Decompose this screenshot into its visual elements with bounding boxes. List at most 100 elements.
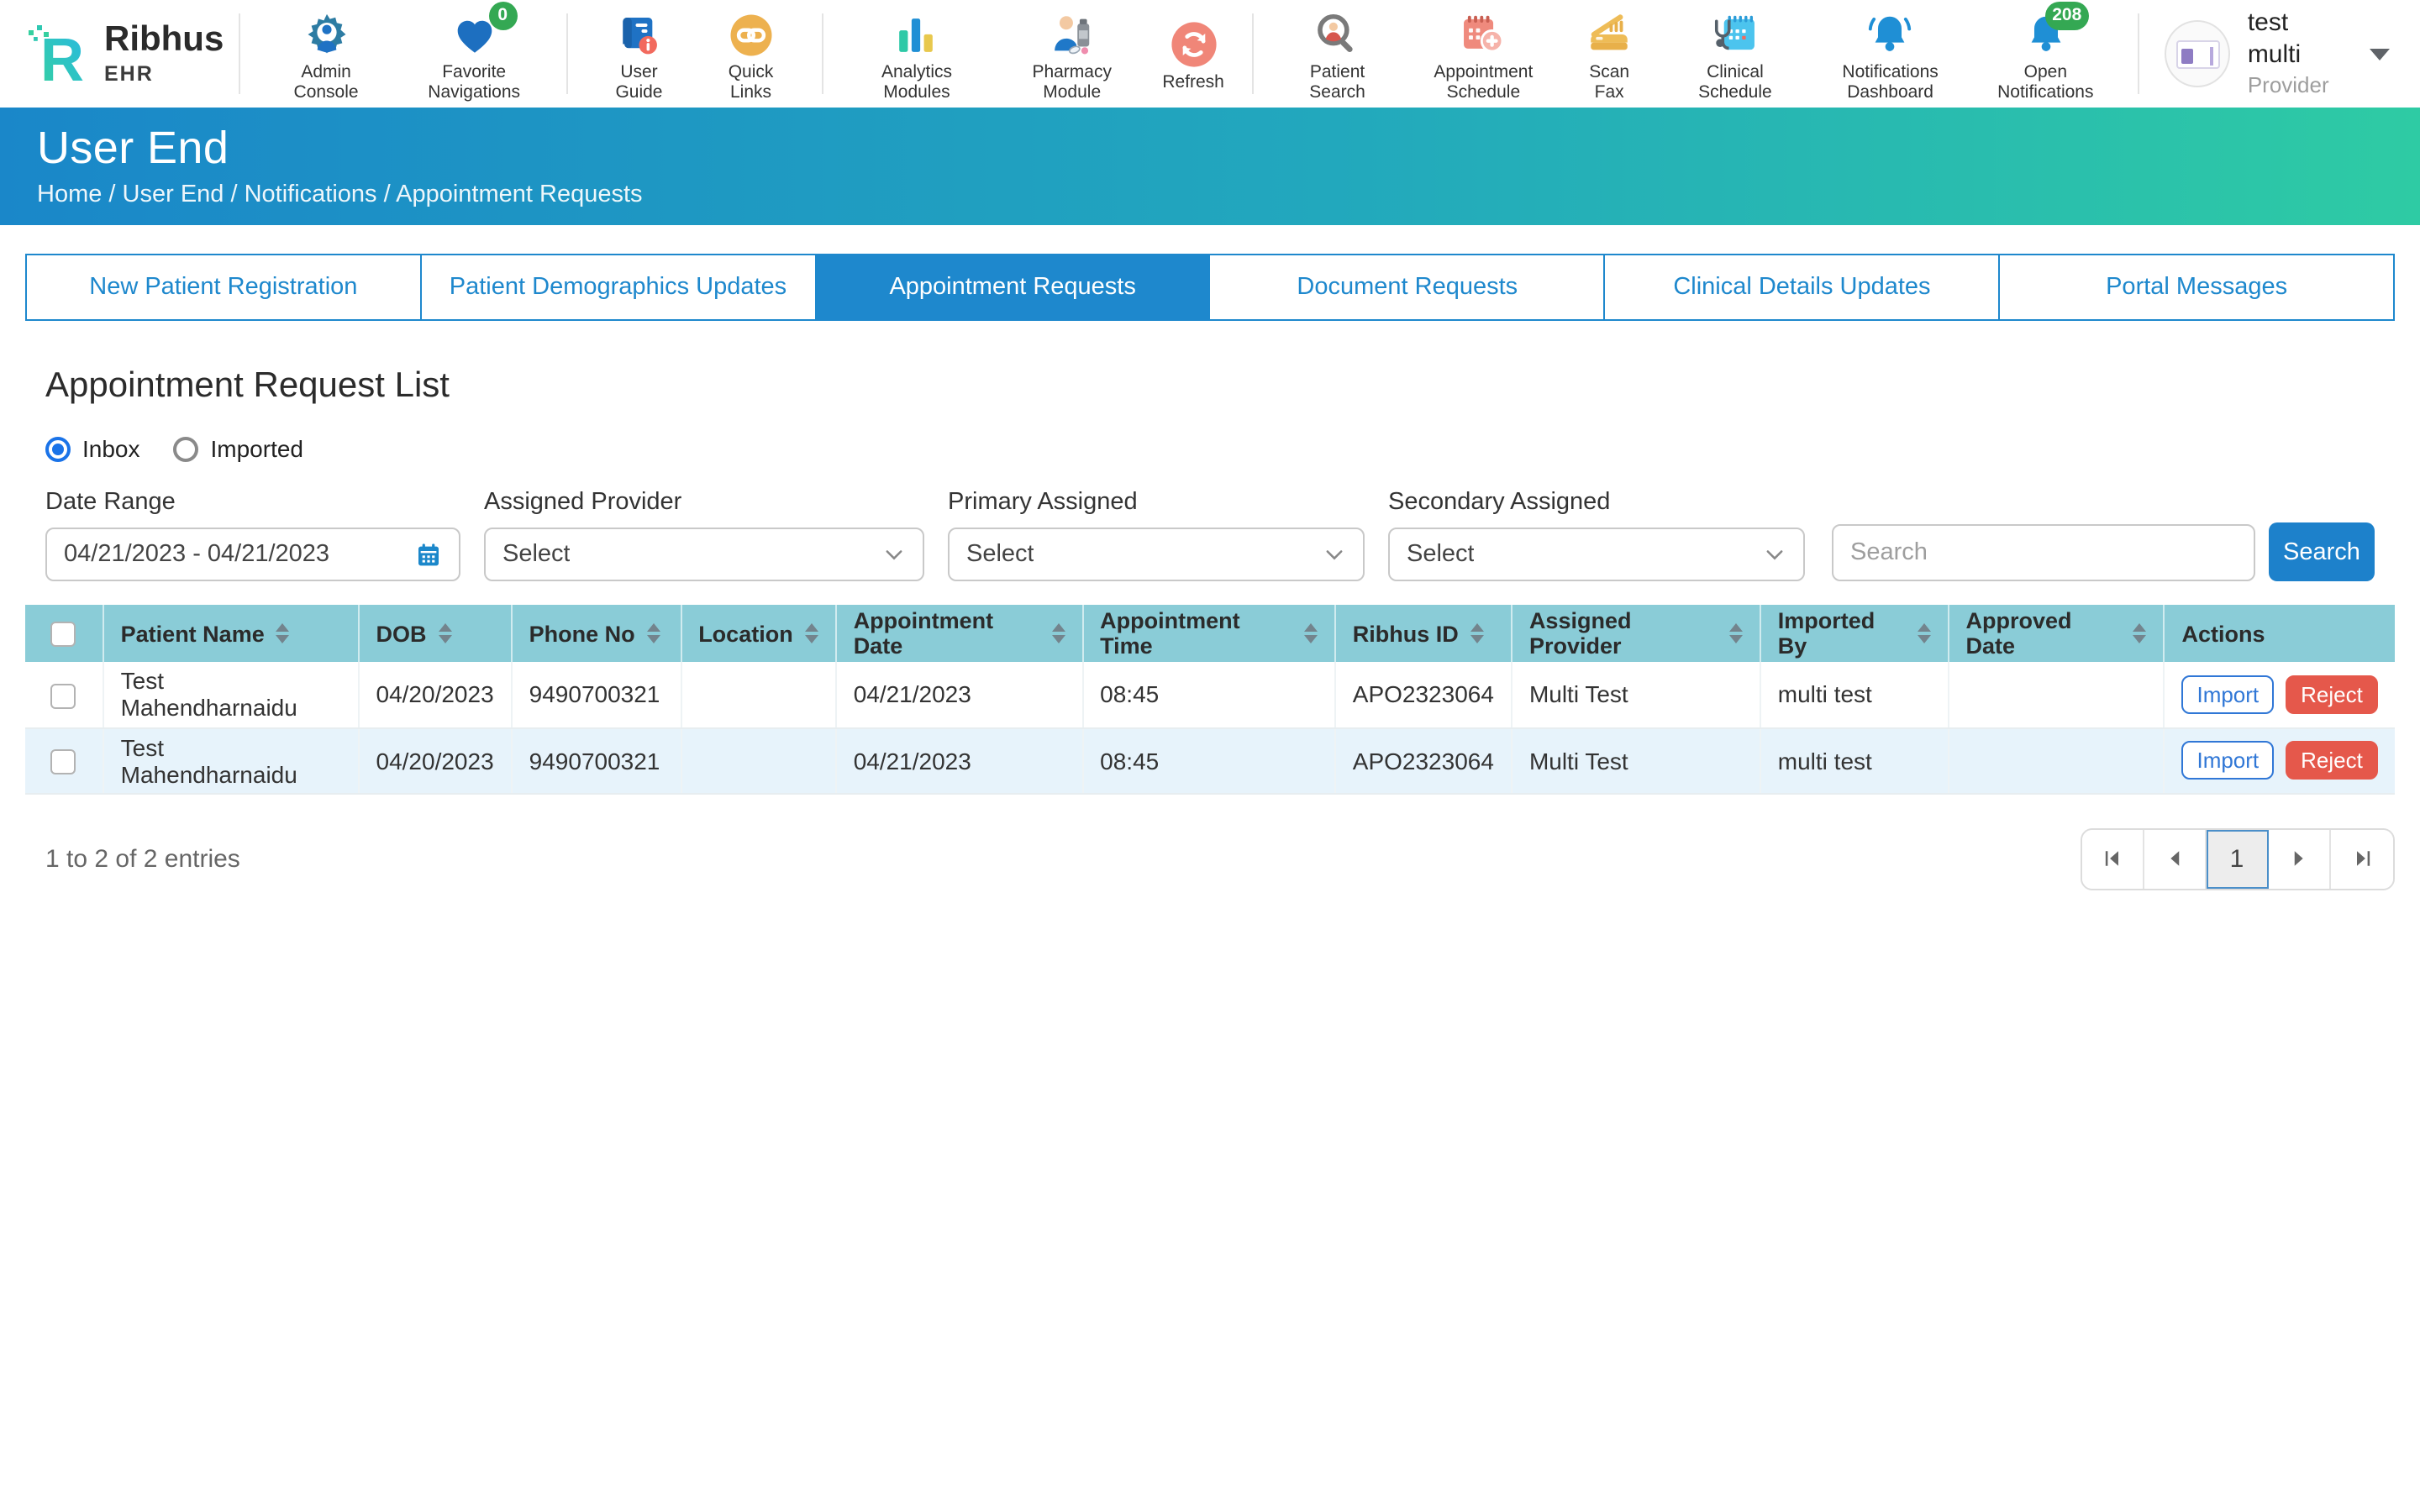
brand-logo[interactable]: R Ribhus EHR [24,18,224,89]
primary-assigned-value: Select [966,541,1034,568]
import-button[interactable]: Import [2181,675,2275,714]
radio-inbox-label: Inbox [82,435,140,462]
sort-icon[interactable] [1917,623,1931,643]
sort-icon[interactable] [2133,623,2147,643]
brand-name: Ribhus [104,20,224,59]
col-appointment-time[interactable]: Appointment Time [1082,605,1336,662]
chevron-down-icon [886,550,902,560]
date-range-input[interactable]: 04/21/2023 - 04/21/2023 [45,528,460,581]
nav-appointment-schedule[interactable]: Appointment Schedule [1406,4,1561,103]
tab-appointment-requests[interactable]: Appointment Requests [814,254,1211,321]
nav-notifications-dashboard[interactable]: Notifications Dashboard [1812,4,1968,103]
assigned-provider-select[interactable]: Select [484,528,924,581]
chevron-down-icon [1766,550,1783,560]
divider [566,13,569,94]
nav-admin-console[interactable]: Admin Console [255,4,396,103]
filter-date-range: Date Range 04/21/2023 - 04/21/2023 [45,489,460,581]
nav-patient-search[interactable]: Patient Search [1269,4,1406,103]
tab-clinical-details-updates[interactable]: Clinical Details Updates [1603,254,2001,321]
col-location[interactable]: Location [681,605,837,662]
nav-label: Refresh [1162,71,1224,92]
tab-patient-demographics-updates[interactable]: Patient Demographics Updates [419,254,817,321]
nav-right-group: Refresh [1150,15,1237,93]
radio-inbox[interactable]: Inbox [45,435,140,462]
nav-refresh[interactable]: Refresh [1150,15,1237,93]
next-page-button[interactable] [2269,829,2331,888]
appointment-schedule-icon [1459,9,1507,60]
col-dob[interactable]: DOB [358,605,513,662]
row-checkbox[interactable] [50,683,76,709]
notifications-dashboard-icon [1866,9,1915,60]
first-page-button[interactable] [2082,829,2144,888]
sort-icon[interactable] [1470,623,1484,643]
user-menu[interactable]: test multi Provider [2155,8,2400,99]
search-button[interactable]: Search [2269,522,2375,581]
col-appointment-date[interactable]: Appointment Date [835,605,1084,662]
radio-imported[interactable]: Imported [173,435,304,462]
select-all-checkbox[interactable] [50,621,76,647]
reject-button[interactable]: Reject [2286,741,2378,780]
nav-scan-fax[interactable]: Scan Fax [1561,4,1658,103]
page-1-button[interactable]: 1 [2207,829,2269,888]
top-navbar: R Ribhus EHR Admin Console [0,0,2420,108]
nav-analytics-modules[interactable]: Analytics Modules [839,4,995,103]
sort-icon[interactable] [438,623,452,643]
tab-document-requests[interactable]: Document Requests [1208,254,1606,321]
secondary-assigned-select[interactable]: Select [1388,528,1805,581]
import-button[interactable]: Import [2181,741,2275,780]
sort-icon[interactable] [1303,623,1318,643]
cell-location [681,727,837,794]
notifications-count-badge: 208 [2045,1,2089,30]
tab-portal-messages[interactable]: Portal Messages [1998,254,2395,321]
nav-label: Favorite Navigations [428,61,521,102]
nav-left-group: Admin Console 0 Favorite Navigations [255,1,552,103]
nav-favorite-navigations[interactable]: 0 Favorite Navigations [397,1,552,103]
sort-icon[interactable] [276,623,290,643]
row-checkbox[interactable] [50,748,76,774]
divider [2138,13,2140,94]
cell-dob: 04/20/2023 [358,662,513,728]
nav-label: Scan Fax [1589,61,1630,102]
sort-icon[interactable] [1728,623,1743,643]
sort-icon[interactable] [1051,623,1065,643]
secondary-assigned-label: Secondary Assigned [1388,489,1611,516]
user-info: test multi Provider [2248,8,2346,99]
cell-dob: 04/20/2023 [358,727,513,794]
pharmacy-icon [1048,9,1097,60]
calendar-icon [418,543,439,566]
reject-button[interactable]: Reject [2286,675,2378,714]
divider [1252,13,1255,94]
primary-assigned-select[interactable]: Select [948,528,1365,581]
nav-open-notifications[interactable]: 208 Open Notifications [1968,1,2123,103]
nav-label: Pharmacy Module [1032,61,1112,102]
radio-inbox-control[interactable] [45,436,71,461]
sort-icon[interactable] [646,623,660,643]
scan-fax-icon [1585,9,1634,60]
sort-icon[interactable] [804,623,818,643]
nav-clinical-schedule[interactable]: Clinical Schedule [1658,4,1813,103]
chevron-down-icon [1326,550,1343,560]
col-imported-by[interactable]: Imported By [1760,605,1949,662]
nav-label: Analytics Modules [881,61,952,102]
ribhus-logo-icon: R [29,25,84,89]
nav-pharmacy-module[interactable]: Pharmacy Module [994,4,1150,103]
col-ribhus-id[interactable]: Ribhus ID [1334,605,1512,662]
divider [239,13,241,94]
col-phone-no[interactable]: Phone No [511,605,682,662]
previous-page-button[interactable] [2144,829,2207,888]
col-approved-date[interactable]: Approved Date [1948,605,2165,662]
radio-imported-label: Imported [210,435,304,462]
col-assigned-provider[interactable]: Assigned Provider [1511,605,1761,662]
col-patient-name[interactable]: Patient Name [103,605,360,662]
table-header-row: Patient Name DOB Phone No Location Appoi… [25,605,2395,662]
tab-new-patient-registration[interactable]: New Patient Registration [25,254,422,321]
search-input[interactable] [1832,524,2255,581]
clinical-schedule-icon [1711,9,1760,60]
nav-quick-links[interactable]: Quick Links [694,4,807,103]
breadcrumb[interactable]: Home / User End / Notifications / Appoin… [37,181,643,208]
radio-imported-control[interactable] [173,436,199,461]
nav-user-guide[interactable]: User Guide [584,4,695,103]
assigned-provider-label: Assigned Provider [484,489,682,516]
last-page-button[interactable] [2331,829,2393,888]
